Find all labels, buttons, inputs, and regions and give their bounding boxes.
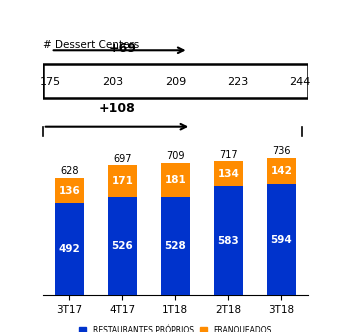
Text: 175: 175 [40, 77, 61, 87]
Bar [214, 161, 243, 186]
Text: 628: 628 [60, 166, 79, 177]
Bar [161, 163, 190, 197]
Text: 526: 526 [111, 241, 133, 251]
Text: 244: 244 [289, 77, 311, 87]
Text: 709: 709 [166, 151, 185, 161]
Legend: RESTAURANTES PRÓPRIOS, FRANQUEADOS: RESTAURANTES PRÓPRIOS, FRANQUEADOS [76, 323, 275, 332]
Text: 223: 223 [227, 77, 248, 87]
Text: 181: 181 [165, 175, 186, 185]
Text: 136: 136 [58, 186, 80, 196]
Text: 209: 209 [165, 77, 186, 87]
Text: 717: 717 [219, 150, 238, 160]
Text: 142: 142 [271, 166, 292, 176]
Text: 583: 583 [218, 236, 239, 246]
Bar [214, 186, 243, 295]
Text: 697: 697 [113, 154, 132, 164]
Text: +108: +108 [98, 102, 135, 115]
Bar [55, 204, 84, 295]
Text: 171: 171 [111, 176, 133, 186]
Text: 203: 203 [102, 77, 123, 87]
Bar [267, 158, 296, 184]
Text: 492: 492 [58, 244, 80, 254]
Bar [55, 178, 84, 204]
Text: 594: 594 [271, 235, 292, 245]
Bar [267, 184, 296, 295]
Text: 134: 134 [218, 169, 239, 179]
Text: 736: 736 [272, 146, 291, 156]
Text: # Dessert Centers: # Dessert Centers [43, 41, 139, 50]
Text: 528: 528 [165, 241, 186, 251]
Bar [161, 197, 190, 295]
Bar [108, 197, 137, 295]
Bar [108, 165, 137, 197]
Text: +69: +69 [108, 42, 136, 55]
FancyBboxPatch shape [43, 64, 308, 98]
